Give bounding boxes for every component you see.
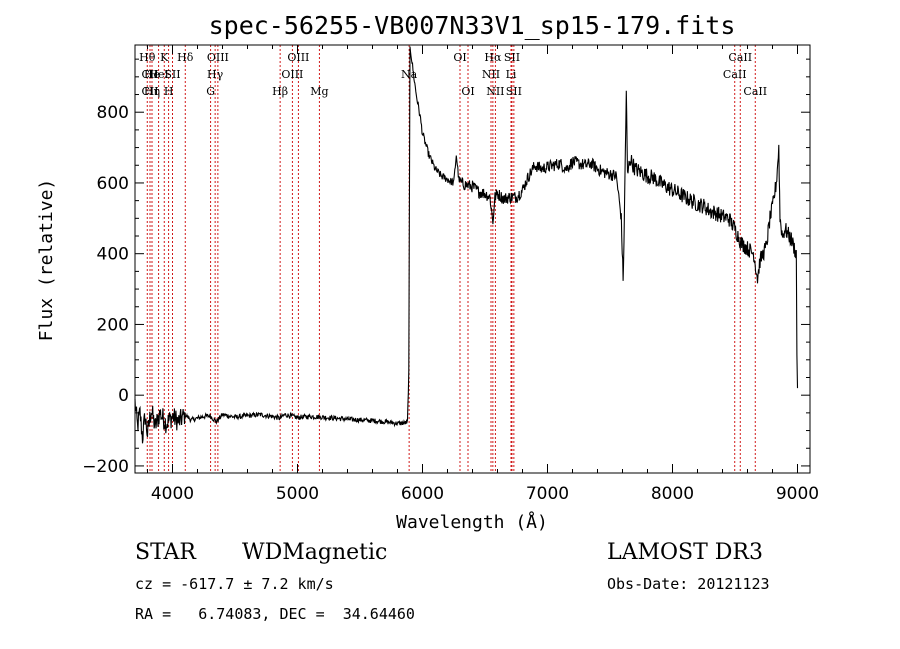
line-label: Hδ [177,51,194,64]
y-tick-label: 400 [97,245,129,265]
line-label: He [144,68,160,81]
x-tick-label: 5000 [276,484,319,504]
line-label: SII [506,85,522,98]
line-label: CII [141,68,158,81]
ra-dec-coordinates: RA = 6.74083, DEC = 34.64460 [135,605,415,623]
line-label: Hη [144,85,160,98]
line-label: Hθ [139,51,156,64]
line-label: OIII [281,68,303,81]
x-axis-ticks: 4000 5000 6000 7000 8000 9000 [147,45,819,504]
redshift-cz: cz = -617.7 ± 7.2 km/s [135,575,334,593]
line-label: Hβ [272,85,288,98]
y-tick-label: 800 [97,103,129,123]
x-tick-label: 7000 [526,484,569,504]
y-axis-title: Flux (relative) [36,179,57,342]
line-label: NII [486,85,504,98]
line-label: Li [506,68,517,81]
line-label: HeI [148,68,168,81]
x-tick-label: 4000 [151,484,194,504]
chart-title: spec-56255-VB007N33V1_sp15-179.fits [209,11,736,40]
x-tick-label: 8000 [651,484,694,504]
line-label: OIII [287,51,309,64]
object-subclass: WDMagnetic [242,540,387,565]
line-label: CII [141,85,158,98]
line-label: CaII [743,85,767,98]
observation-date: Obs-Date: 20121123 [607,575,770,593]
line-label: NII [482,68,500,81]
y-axis-ticks: −200 0 200 400 600 800 [82,58,810,477]
line-label: OIII [207,51,229,64]
object-class: STAR [135,540,197,565]
y-tick-label: 600 [97,174,129,194]
line-label: OI [461,85,474,98]
line-label: G [206,85,215,98]
y-tick-label: −200 [82,457,129,477]
line-label: Hα [484,51,502,64]
x-tick-label: 6000 [401,484,444,504]
plot-frame [134,44,811,474]
y-tick-label: 0 [118,386,129,406]
line-label: Hγ [207,68,224,81]
survey-name: LAMOST DR3 [607,540,763,565]
spectrum-line [134,46,799,444]
spectral-line-markers [146,45,756,473]
line-label: SII [504,51,520,64]
x-axis-title: Wavelength (Å) [396,511,548,533]
y-tick-label: 200 [97,315,129,335]
line-label: K [160,51,169,64]
line-label: CaII [728,51,752,64]
line-label: SII [164,68,180,81]
line-label: Mg [310,85,328,98]
x-tick-label: 9000 [776,484,819,504]
line-label: OI [453,51,466,64]
line-label: H [164,85,174,98]
line-label: CaII [723,68,747,81]
